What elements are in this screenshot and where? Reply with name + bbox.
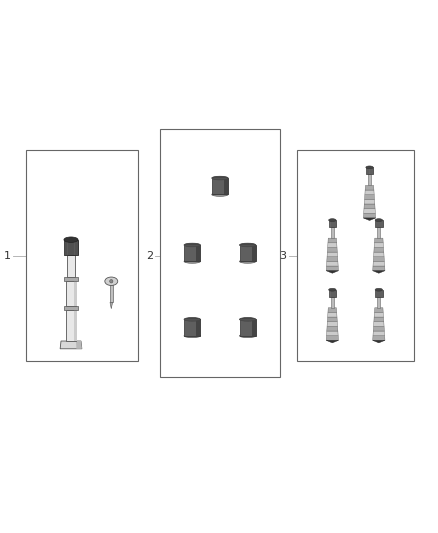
Bar — [67, 255, 75, 277]
Polygon shape — [364, 199, 375, 204]
Bar — [184, 245, 201, 261]
Ellipse shape — [240, 318, 256, 321]
Bar — [331, 297, 334, 308]
Text: 3: 3 — [280, 251, 287, 261]
Polygon shape — [365, 190, 374, 195]
Polygon shape — [373, 326, 385, 331]
Polygon shape — [60, 341, 82, 349]
Polygon shape — [328, 312, 337, 317]
Bar — [252, 245, 256, 261]
Ellipse shape — [375, 288, 382, 291]
Polygon shape — [327, 252, 338, 257]
Bar — [368, 174, 371, 185]
Bar — [64, 240, 78, 255]
Bar — [297, 150, 414, 361]
Bar — [66, 281, 76, 306]
Bar — [366, 167, 373, 174]
Polygon shape — [373, 261, 385, 266]
Ellipse shape — [184, 318, 201, 321]
Text: 1: 1 — [4, 251, 11, 261]
Bar — [196, 319, 201, 336]
Polygon shape — [327, 257, 338, 261]
Polygon shape — [373, 257, 385, 261]
Ellipse shape — [240, 334, 256, 337]
Bar — [331, 227, 334, 238]
Polygon shape — [326, 336, 339, 341]
Bar — [74, 310, 77, 341]
Bar — [240, 245, 256, 261]
Text: 2: 2 — [146, 251, 153, 261]
Bar — [66, 310, 76, 341]
Polygon shape — [328, 308, 337, 312]
Polygon shape — [364, 213, 376, 218]
Polygon shape — [373, 341, 385, 343]
Polygon shape — [327, 247, 337, 252]
Ellipse shape — [328, 288, 336, 291]
Polygon shape — [364, 208, 375, 213]
Polygon shape — [328, 243, 337, 247]
Polygon shape — [327, 317, 337, 322]
Bar — [64, 306, 78, 310]
Bar — [328, 220, 336, 227]
Ellipse shape — [110, 280, 113, 283]
Polygon shape — [374, 252, 384, 257]
Bar — [375, 220, 382, 227]
Ellipse shape — [212, 193, 228, 196]
Polygon shape — [364, 195, 374, 199]
Polygon shape — [326, 266, 339, 271]
Ellipse shape — [184, 260, 201, 263]
Polygon shape — [326, 341, 339, 343]
Polygon shape — [110, 302, 113, 309]
Polygon shape — [365, 185, 374, 190]
Polygon shape — [373, 266, 385, 271]
Polygon shape — [373, 336, 385, 341]
Bar — [328, 290, 336, 297]
Polygon shape — [76, 341, 82, 349]
Ellipse shape — [240, 260, 256, 263]
Bar — [240, 319, 256, 336]
Polygon shape — [373, 271, 385, 273]
Ellipse shape — [240, 243, 256, 247]
Bar — [26, 150, 138, 361]
Polygon shape — [327, 326, 338, 331]
Bar — [252, 319, 256, 336]
Polygon shape — [374, 243, 384, 247]
Bar — [224, 178, 228, 195]
Ellipse shape — [105, 277, 118, 286]
Ellipse shape — [212, 176, 228, 180]
Ellipse shape — [328, 219, 336, 222]
Ellipse shape — [375, 219, 382, 222]
Polygon shape — [374, 238, 383, 243]
Polygon shape — [328, 238, 337, 243]
Polygon shape — [374, 317, 384, 322]
Bar — [375, 290, 382, 297]
Polygon shape — [374, 322, 384, 326]
Ellipse shape — [366, 166, 373, 169]
Bar — [110, 281, 113, 302]
Polygon shape — [364, 204, 375, 208]
Bar — [160, 130, 280, 377]
Bar — [184, 319, 201, 336]
Bar — [74, 281, 77, 306]
Polygon shape — [326, 271, 339, 273]
Ellipse shape — [64, 237, 78, 243]
Bar — [212, 178, 228, 195]
Ellipse shape — [184, 334, 201, 337]
Bar — [378, 297, 380, 308]
Polygon shape — [373, 331, 385, 336]
Polygon shape — [364, 218, 376, 221]
Bar — [64, 277, 78, 281]
Polygon shape — [326, 331, 338, 336]
Ellipse shape — [184, 243, 201, 247]
Polygon shape — [374, 247, 384, 252]
Bar — [196, 245, 201, 261]
Polygon shape — [374, 312, 384, 317]
Bar — [378, 227, 380, 238]
Polygon shape — [374, 308, 383, 312]
Polygon shape — [327, 322, 338, 326]
Polygon shape — [326, 261, 338, 266]
